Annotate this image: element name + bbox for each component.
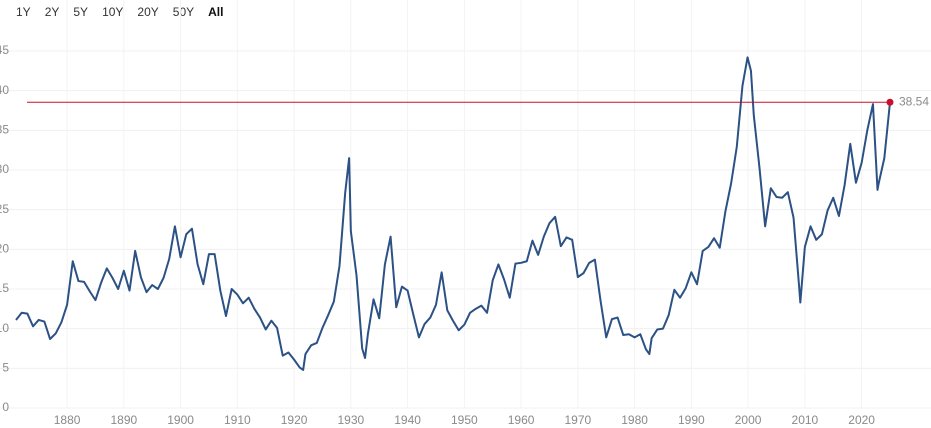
y-tick-label: 0 bbox=[2, 400, 9, 414]
line bbox=[15, 56, 891, 371]
reference-label: 38.54 bbox=[899, 94, 929, 108]
y-tick-label: 15 bbox=[0, 281, 9, 295]
x-tick-label: 1890 bbox=[110, 413, 137, 427]
x-tick-label: 1900 bbox=[167, 413, 194, 427]
range-button[interactable]: 1Y bbox=[16, 5, 31, 19]
x-tick-label: 1940 bbox=[394, 413, 421, 427]
y-tick-label: 5 bbox=[2, 361, 9, 375]
x-tick-label: 2000 bbox=[735, 413, 762, 427]
range-button[interactable]: 50Y bbox=[172, 5, 195, 19]
range-button[interactable]: 20Y bbox=[137, 5, 159, 19]
y-tick-label: 40 bbox=[0, 83, 9, 97]
range-button[interactable]: 2Y bbox=[44, 5, 60, 19]
y-tick-label: 35 bbox=[0, 123, 9, 137]
x-tick-label: 1920 bbox=[281, 413, 308, 427]
range-selector: 1Y 2Y 5Y 10Y 20Y 50Y All bbox=[10, 2, 231, 22]
range-button[interactable]: All bbox=[208, 5, 224, 19]
y-tick-label: 20 bbox=[0, 242, 9, 256]
range-button[interactable]: 5Y bbox=[73, 5, 89, 19]
x-tick-label: 1880 bbox=[54, 413, 81, 427]
x-tick-label: 1910 bbox=[224, 413, 251, 427]
x-tick-label: 1970 bbox=[565, 413, 592, 427]
y-tick-label: 10 bbox=[0, 321, 9, 335]
y-tick-label: 45 bbox=[0, 43, 9, 57]
x-tick-label: 1990 bbox=[678, 413, 705, 427]
x-tick-label: 1930 bbox=[337, 413, 364, 427]
x-tick-label: 2010 bbox=[792, 413, 819, 427]
reference-point bbox=[886, 98, 894, 106]
x-tick-label: 2020 bbox=[848, 413, 875, 427]
range-button[interactable]: 10Y bbox=[102, 5, 124, 19]
x-tick-label: 1950 bbox=[451, 413, 478, 427]
x-tick-label: 1980 bbox=[621, 413, 648, 427]
x-tick-label: 1960 bbox=[508, 413, 535, 427]
y-tick-label: 25 bbox=[0, 202, 9, 216]
y-tick-label: 30 bbox=[0, 162, 9, 176]
